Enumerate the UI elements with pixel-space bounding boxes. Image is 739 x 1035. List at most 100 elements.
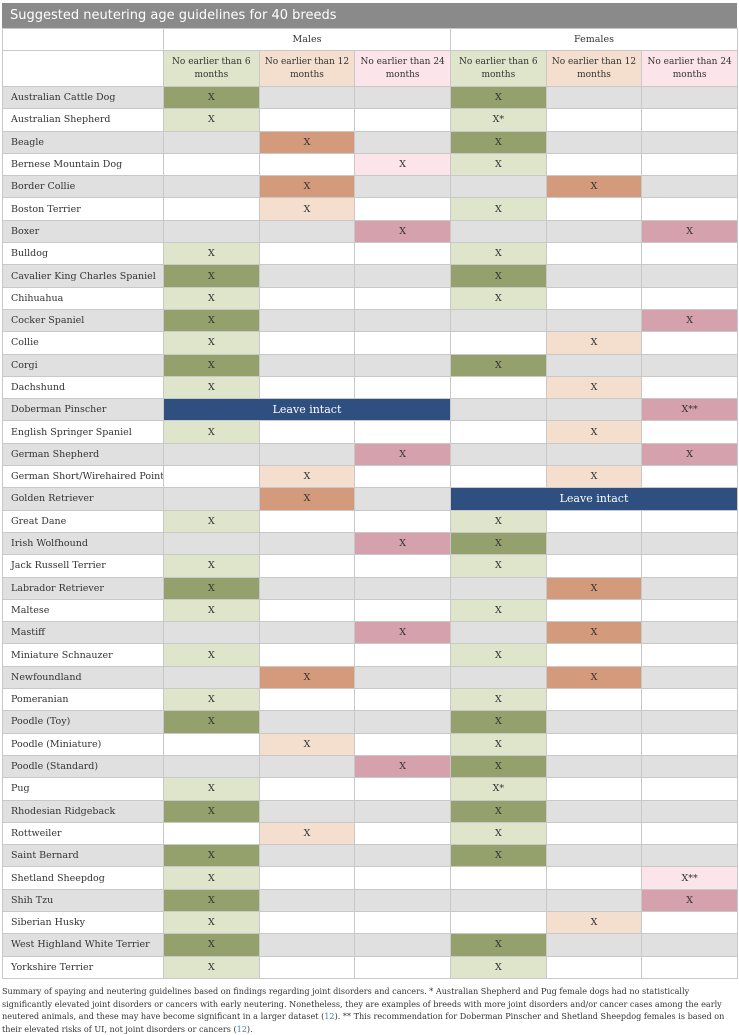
female-6-months-header: No earlier than 6 months xyxy=(450,50,547,87)
female-6-months-cell xyxy=(450,398,547,422)
female-24-months-cell xyxy=(641,420,738,444)
female-6-months-cell: X xyxy=(450,643,547,667)
breed-name: Mastiff xyxy=(2,621,164,645)
male-6-months-cell: X xyxy=(163,910,260,935)
male-24-months-cell xyxy=(354,465,451,489)
breed-name: Doberman Pinscher xyxy=(2,398,164,422)
male-12-months-cell: X xyxy=(258,197,356,221)
reference-link[interactable]: 12 xyxy=(324,1011,335,1021)
female-24-months-cell xyxy=(641,598,738,623)
female-12-months-cell xyxy=(545,242,643,266)
male-6-months-cell: X xyxy=(163,799,260,823)
male-6-months-header: No earlier than 6 months xyxy=(163,50,260,87)
footnote-text: Summary of spaying and neutering guideli… xyxy=(2,986,722,1021)
male-12-months-cell xyxy=(258,286,356,310)
female-12-months-cell xyxy=(545,888,643,912)
female-6-months-cell: X xyxy=(450,688,547,712)
male-12-months-cell xyxy=(258,353,356,377)
male-6-months-cell xyxy=(163,821,260,846)
female-12-months-cell xyxy=(545,85,643,110)
male-12-months-cell xyxy=(258,219,356,244)
female-12-months-cell xyxy=(545,286,643,310)
male-12-months-cell xyxy=(258,710,356,734)
female-6-months-cell: X xyxy=(450,554,547,578)
table-row: Maltese X X xyxy=(2,598,738,623)
neutering-guidelines-table: Males Females No earlier than 6 months N… xyxy=(2,28,738,979)
table-row: Poodle (Miniature) X X xyxy=(2,732,738,756)
table-row: Doberman Pinscher Leave intact X** xyxy=(2,398,738,422)
female-12-months-cell xyxy=(545,442,643,467)
males-group-header: Males xyxy=(163,28,451,51)
breed-name: Jack Russell Terrier xyxy=(2,554,164,578)
male-6-months-cell xyxy=(163,152,260,177)
male-6-months-cell: X xyxy=(163,888,260,912)
breed-name: German Short/Wirehaired Pointer xyxy=(2,465,164,489)
breed-name: Pomeranian xyxy=(2,688,164,712)
breed-name: Poodle (Toy) xyxy=(2,710,164,734)
male-12-months-cell xyxy=(258,442,356,467)
table-row: Shih Tzu X X xyxy=(2,888,738,912)
male-6-months-cell: X xyxy=(163,777,260,801)
female-24-months-cell xyxy=(641,375,738,400)
male-24-months-cell xyxy=(354,777,451,801)
breed-name: German Shepherd xyxy=(2,442,164,467)
table-row: Australian Cattle Dog X X xyxy=(2,85,738,110)
table-row: Collie X X xyxy=(2,331,738,355)
male-6-months-cell: X xyxy=(163,554,260,578)
male-6-months-cell: X xyxy=(163,509,260,533)
female-12-months-cell xyxy=(545,844,643,868)
female-24-months-cell xyxy=(641,821,738,846)
female-24-months-cell xyxy=(641,732,738,756)
corner-cell xyxy=(2,28,164,51)
breed-name: Newfoundland xyxy=(2,665,164,690)
table-row: Shetland Sheepdog X X** xyxy=(2,866,738,890)
breed-name: Rhodesian Ridgeback xyxy=(2,799,164,823)
female-6-months-cell xyxy=(450,175,547,199)
male-24-months-cell: X xyxy=(354,531,451,556)
breed-name: Maltese xyxy=(2,598,164,623)
male-6-months-cell: X xyxy=(163,576,260,600)
table-row: Beagle X X xyxy=(2,130,738,154)
breed-name: Rottweiler xyxy=(2,821,164,846)
male-24-months-cell: X xyxy=(354,621,451,645)
female-12-months-cell xyxy=(545,554,643,578)
female-24-months-cell: X xyxy=(641,308,738,333)
female-24-months-cell xyxy=(641,353,738,377)
female-12-months-cell xyxy=(545,777,643,801)
female-6-months-cell xyxy=(450,308,547,333)
male-12-months-cell xyxy=(258,643,356,667)
female-12-months-cell xyxy=(545,598,643,623)
female-12-months-cell: X xyxy=(545,665,643,690)
female-24-months-cell xyxy=(641,264,738,288)
male-6-months-cell: X xyxy=(163,286,260,310)
female-12-months-cell xyxy=(545,152,643,177)
table-row: Boxer X X xyxy=(2,219,738,244)
male-6-months-cell: X xyxy=(163,844,260,868)
female-12-months-cell xyxy=(545,821,643,846)
female-6-months-cell: X xyxy=(450,242,547,266)
breed-name: Great Dane xyxy=(2,509,164,533)
table-row: Bernese Mountain Dog X X xyxy=(2,152,738,177)
table-row: Chihuahua X X xyxy=(2,286,738,310)
female-12-months-cell xyxy=(545,353,643,377)
table-row: Rottweiler X X xyxy=(2,821,738,846)
male-24-months-cell xyxy=(354,487,451,511)
female-24-months-cell xyxy=(641,242,738,266)
male-6-months-cell: X xyxy=(163,866,260,890)
reference-link[interactable]: 12 xyxy=(236,1023,247,1034)
breed-name: English Springer Spaniel xyxy=(2,420,164,444)
male-24-months-cell xyxy=(354,85,451,110)
female-24-months-cell xyxy=(641,955,738,979)
table-row: Newfoundland X X xyxy=(2,665,738,690)
breed-name: West Highland White Terrier xyxy=(2,933,164,957)
female-6-months-cell: X xyxy=(450,509,547,533)
breed-name: Beagle xyxy=(2,130,164,154)
breed-name: Bulldog xyxy=(2,242,164,266)
male-12-months-cell: X xyxy=(258,465,356,489)
female-12-months-cell xyxy=(545,130,643,154)
male-24-months-cell xyxy=(354,509,451,533)
male-12-months-cell xyxy=(258,531,356,556)
table-row: Irish Wolfhound X X xyxy=(2,531,738,556)
male-6-months-cell: X xyxy=(163,710,260,734)
table-row: Great Dane X X xyxy=(2,509,738,533)
